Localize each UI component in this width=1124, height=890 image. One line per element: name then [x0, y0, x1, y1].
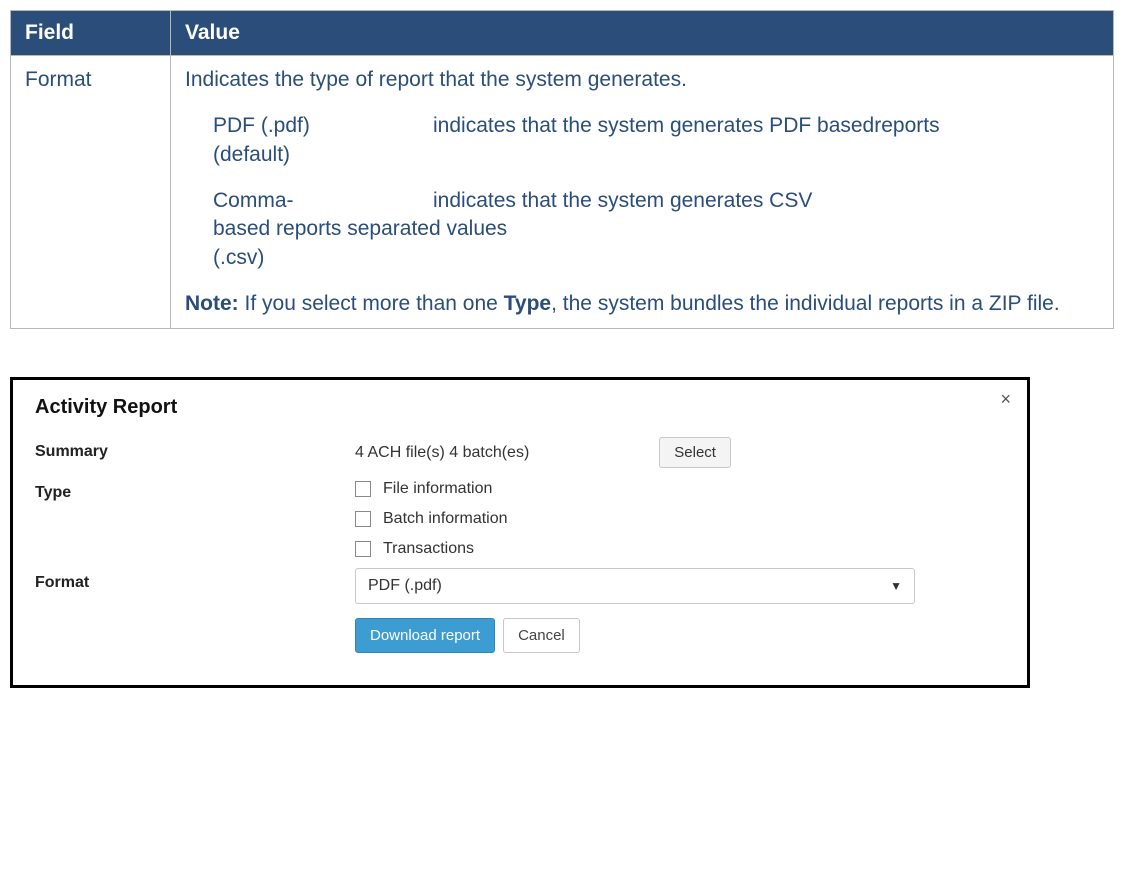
option-csv: Comma- indicates that the system generat…: [185, 187, 1099, 272]
label-summary: Summary: [35, 437, 355, 461]
note: Note: If you select more than one Type, …: [185, 290, 1099, 318]
type-checkbox-list: File information Batch information Trans…: [355, 478, 1005, 558]
checkbox-label: Transactions: [383, 540, 474, 558]
option-term: PDF (.pdf): [213, 112, 433, 140]
cancel-button[interactable]: Cancel: [503, 618, 580, 653]
checkbox-label: File information: [383, 480, 492, 498]
checkbox-item-batch-information[interactable]: Batch information: [355, 510, 1005, 528]
option-term: Comma-: [213, 187, 433, 215]
row-format: Format PDF (.pdf) ▼ Download report Canc…: [35, 568, 1005, 653]
checkbox-item-file-information[interactable]: File information: [355, 480, 1005, 498]
format-selected-value: PDF (.pdf): [368, 577, 442, 595]
option-desc: indicates that the system generates CSV: [433, 187, 812, 215]
note-bold-type: Type: [504, 292, 551, 315]
format-select[interactable]: PDF (.pdf) ▼: [355, 568, 915, 604]
dialog-title: Activity Report: [35, 396, 1005, 419]
option-line2: based reports separated values: [213, 215, 1099, 243]
cell-field: Format: [11, 56, 171, 329]
activity-report-dialog: × Activity Report Summary 4 ACH file(s) …: [10, 377, 1030, 688]
option-line3: (.csv): [213, 244, 1099, 272]
note-text-before: If you select more than one: [239, 292, 504, 315]
summary-text: 4 ACH file(s) 4 batch(es): [355, 444, 529, 462]
checkbox-label: Batch information: [383, 510, 508, 528]
option-desc: indicates that the system generates PDF …: [433, 112, 940, 140]
option-line2: (default): [213, 141, 1099, 169]
label-type: Type: [35, 478, 355, 502]
row-summary: Summary 4 ACH file(s) 4 batch(es) Select: [35, 437, 1005, 468]
download-report-button[interactable]: Download report: [355, 618, 495, 653]
close-icon[interactable]: ×: [1000, 390, 1011, 408]
value-intro: Indicates the type of report that the sy…: [185, 66, 1099, 94]
checkbox-icon[interactable]: [355, 541, 371, 557]
note-label: Note:: [185, 292, 239, 315]
table-header-field: Field: [11, 11, 171, 56]
checkbox-icon[interactable]: [355, 511, 371, 527]
chevron-down-icon: ▼: [890, 579, 902, 593]
cell-value: Indicates the type of report that the sy…: [171, 56, 1114, 329]
table-header-value: Value: [171, 11, 1114, 56]
field-value-table: Field Value Format Indicates the type of…: [10, 10, 1114, 329]
note-text-after: , the system bundles the individual repo…: [551, 292, 1060, 315]
select-button[interactable]: Select: [659, 437, 731, 468]
checkbox-item-transactions[interactable]: Transactions: [355, 540, 1005, 558]
option-pdf: PDF (.pdf) indicates that the system gen…: [185, 112, 1099, 169]
label-format: Format: [35, 568, 355, 592]
checkbox-icon[interactable]: [355, 481, 371, 497]
row-type: Type File information Batch information …: [35, 478, 1005, 558]
table-row: Format Indicates the type of report that…: [11, 56, 1114, 329]
